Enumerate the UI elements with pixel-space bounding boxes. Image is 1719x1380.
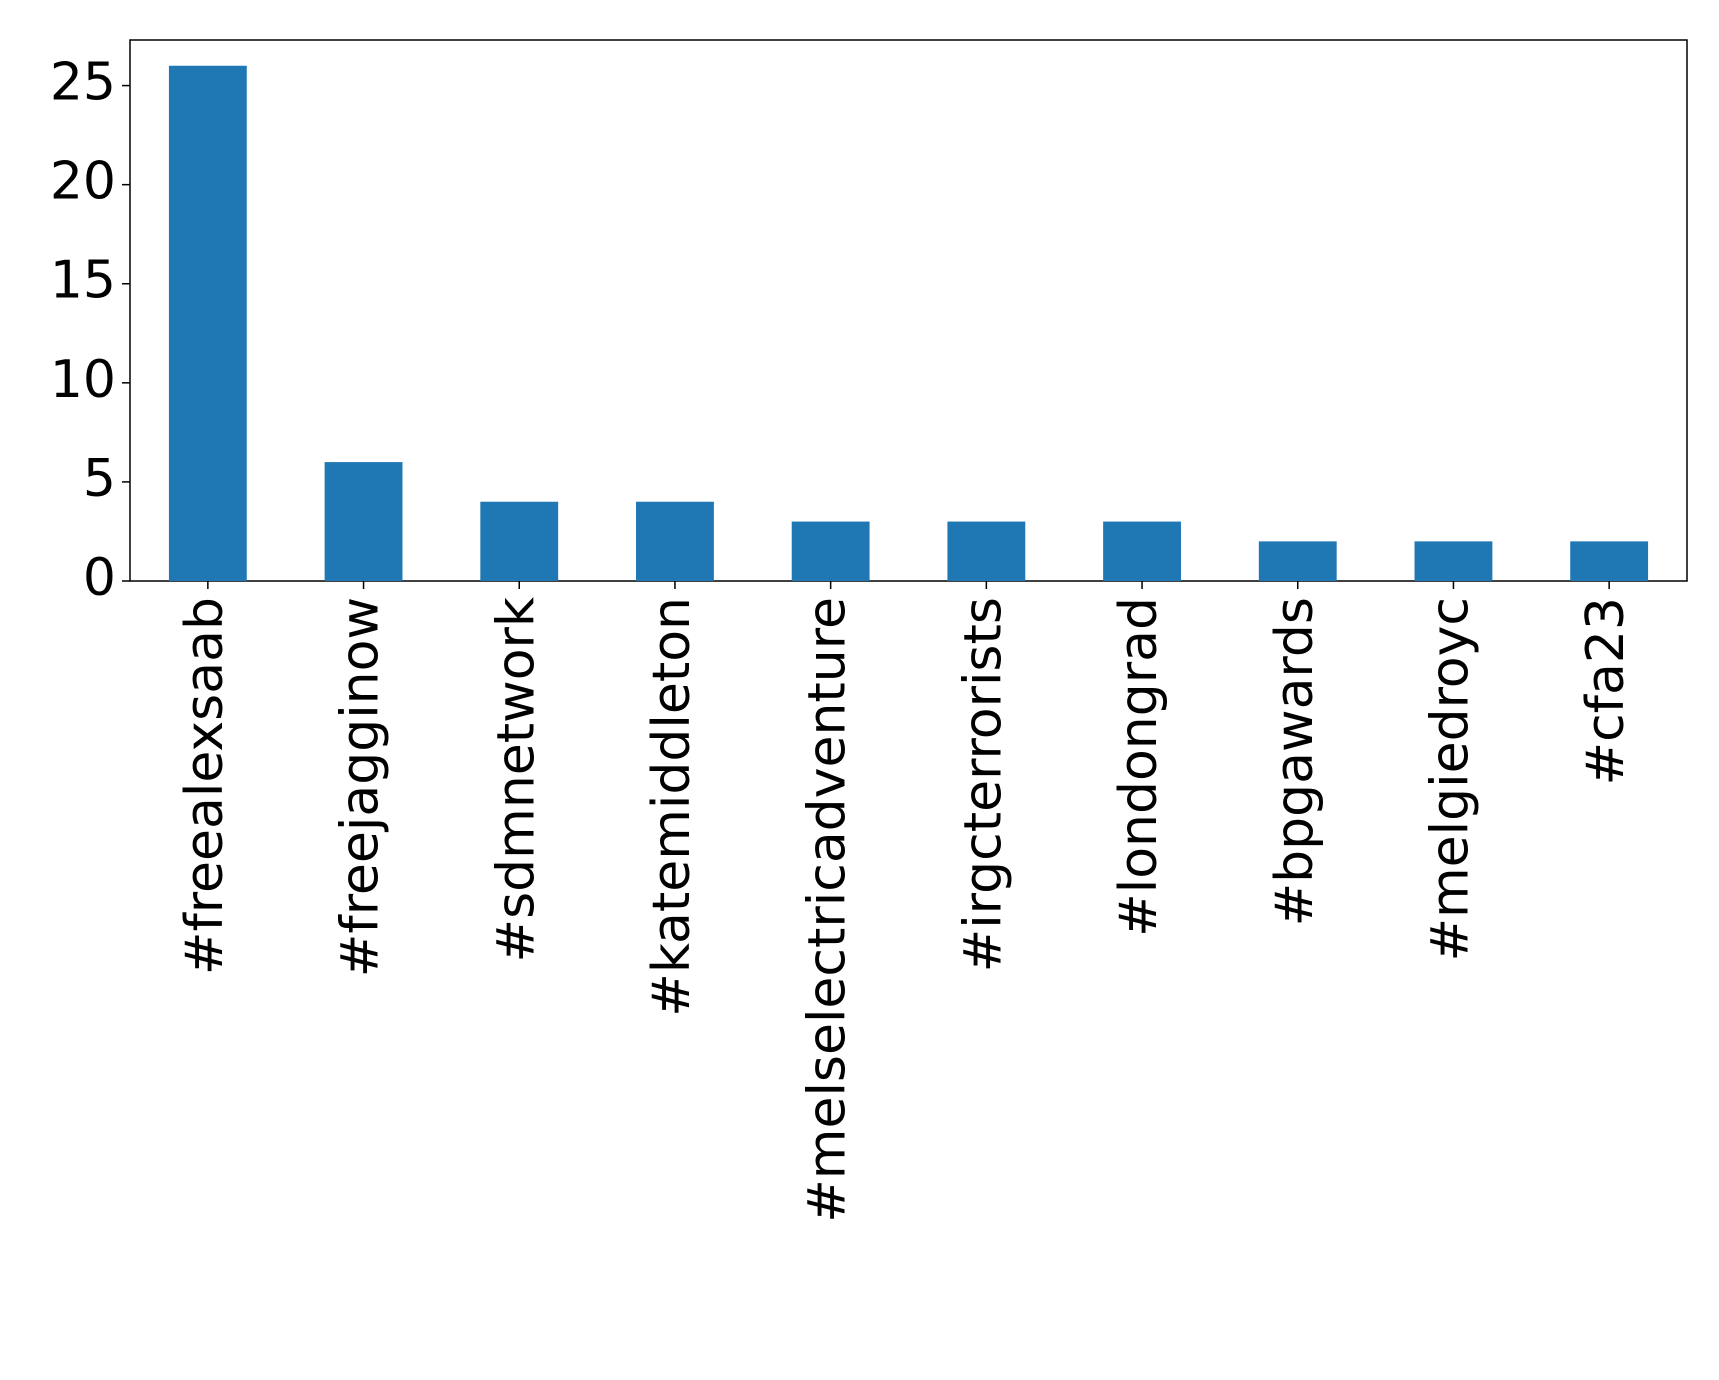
y-tick-label: 10 — [50, 350, 116, 410]
y-tick-label: 25 — [50, 53, 116, 113]
x-tick-label: #sdmnetwork — [486, 597, 546, 963]
bar — [324, 462, 403, 581]
y-tick-label: 20 — [50, 152, 116, 212]
x-tick-label: #cfa23 — [1576, 597, 1636, 786]
x-tick-label: #katemiddleton — [642, 597, 702, 1017]
bar — [636, 501, 714, 581]
bar — [1258, 541, 1337, 581]
y-tick-label: 0 — [83, 548, 116, 608]
bar — [1103, 521, 1181, 581]
y-tick-label: 5 — [83, 449, 116, 509]
bar — [480, 501, 559, 581]
x-tick-label: #freejagginow — [331, 597, 391, 977]
x-tick-label: #irgcterrorists — [953, 597, 1013, 972]
bar — [168, 65, 247, 581]
x-tick-label: #bpgawards — [1265, 597, 1325, 926]
bar — [947, 521, 1026, 581]
bar — [791, 521, 870, 581]
y-tick-label: 15 — [50, 251, 116, 311]
x-tick-label: #melselectricadventure — [798, 597, 858, 1223]
x-tick-label: #freealexsaab — [175, 597, 235, 975]
bar — [1570, 541, 1649, 581]
bar — [1414, 541, 1493, 581]
plot-frame — [129, 39, 1688, 582]
x-tick-label: #melgiedroyc — [1420, 597, 1480, 962]
x-tick-label: #londongrad — [1109, 597, 1169, 937]
